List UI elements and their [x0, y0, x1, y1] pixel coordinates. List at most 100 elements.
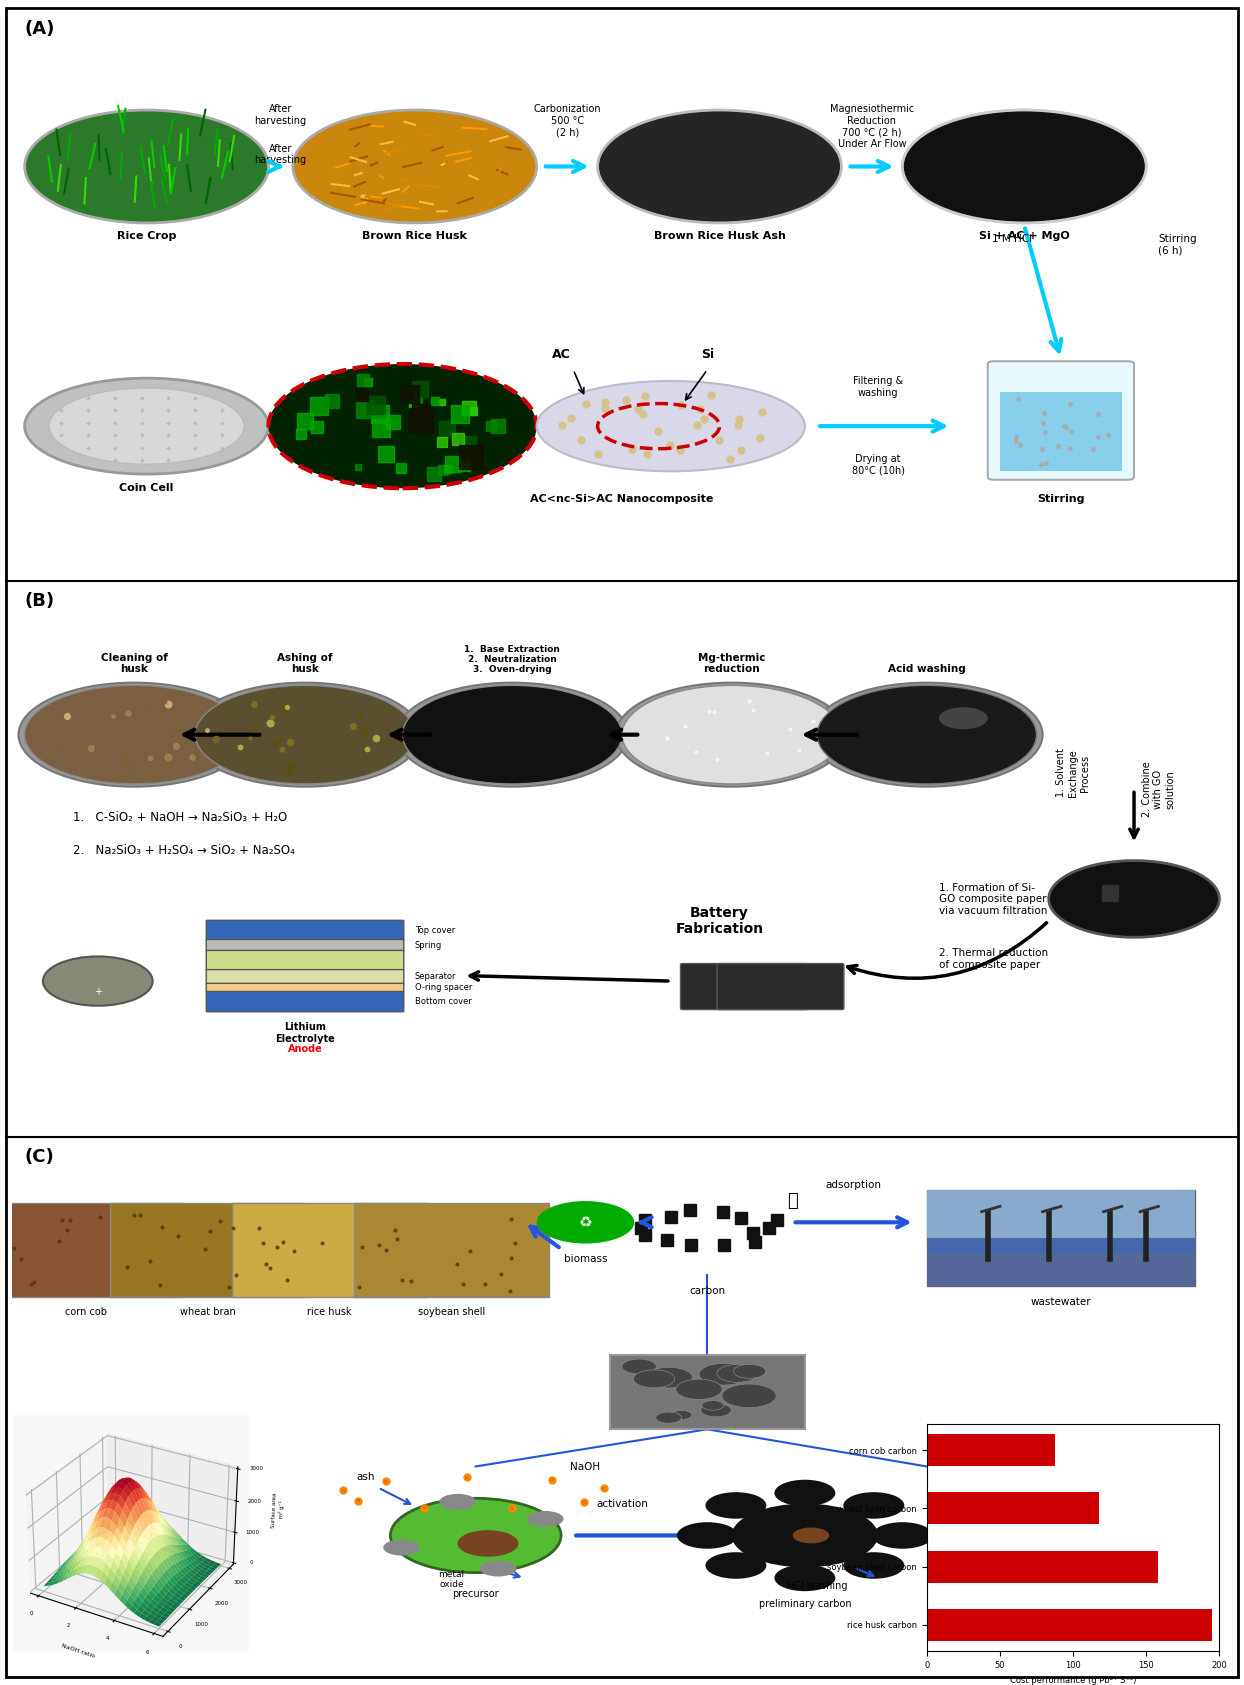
Text: wastewater: wastewater	[1030, 1297, 1091, 1306]
Circle shape	[622, 686, 841, 784]
Bar	[1000, 393, 1122, 472]
Text: Brown Rice Husk Ash: Brown Rice Husk Ash	[653, 231, 785, 241]
Circle shape	[734, 1365, 766, 1378]
FancyBboxPatch shape	[717, 964, 843, 1009]
Text: preliminary carbon: preliminary carbon	[759, 1599, 851, 1609]
Text: Bottom cover: Bottom cover	[414, 998, 471, 1006]
Text: biomass: biomass	[564, 1254, 607, 1264]
Circle shape	[189, 682, 420, 787]
Text: o: o	[550, 1478, 554, 1483]
Circle shape	[902, 110, 1146, 222]
Text: Si: Si	[700, 349, 714, 361]
Circle shape	[705, 1493, 766, 1518]
Circle shape	[480, 1560, 516, 1577]
FancyBboxPatch shape	[207, 991, 404, 1011]
Text: o: o	[465, 1474, 468, 1479]
Text: Filtering &
washing: Filtering & washing	[853, 376, 903, 398]
Text: 1 M HCl: 1 M HCl	[991, 234, 1033, 244]
Text: Cleaning of
husk: Cleaning of husk	[101, 652, 168, 674]
Circle shape	[702, 1400, 724, 1410]
Text: Brown Rice Husk: Brown Rice Husk	[362, 231, 468, 241]
Circle shape	[843, 1552, 904, 1579]
Bar	[109, 1203, 305, 1297]
Circle shape	[597, 110, 841, 222]
Text: After
harvesting: After harvesting	[255, 143, 307, 165]
Text: After
harvesting: After harvesting	[255, 104, 307, 126]
Text: wheat bran: wheat bran	[179, 1308, 235, 1318]
Circle shape	[1067, 1490, 1152, 1528]
Text: ♻: ♻	[578, 1215, 592, 1230]
Circle shape	[633, 1370, 674, 1388]
Circle shape	[292, 110, 536, 222]
Text: precursor: precursor	[453, 1589, 499, 1599]
Text: Coin Cell: Coin Cell	[119, 482, 174, 492]
Circle shape	[740, 1390, 770, 1404]
Circle shape	[699, 1363, 749, 1385]
Circle shape	[1061, 1515, 1158, 1557]
Text: Stirring: Stirring	[1037, 494, 1085, 504]
Bar	[0, 1203, 183, 1297]
Text: 💧: 💧	[787, 1191, 799, 1210]
Text: metal
oxide: metal oxide	[438, 1570, 464, 1589]
Bar	[927, 1434, 1055, 1466]
X-axis label: NaOH ratio: NaOH ratio	[61, 1643, 96, 1660]
Circle shape	[1041, 1523, 1071, 1537]
Text: Carbonization
500 °C
(2 h): Carbonization 500 °C (2 h)	[534, 104, 601, 138]
Text: o: o	[602, 1486, 606, 1491]
Bar	[231, 1203, 427, 1297]
Circle shape	[403, 686, 622, 784]
Ellipse shape	[536, 381, 805, 472]
Circle shape	[1024, 1498, 1110, 1535]
Text: Top cover: Top cover	[414, 927, 455, 935]
Bar	[927, 1609, 1212, 1641]
Text: (A): (A)	[25, 20, 55, 37]
Circle shape	[671, 1410, 692, 1420]
Circle shape	[1110, 1498, 1195, 1535]
Circle shape	[622, 1360, 657, 1373]
Text: +: +	[93, 987, 102, 998]
Text: 1.  Base Extraction
2.  Neutralization
3.  Oven-drying: 1. Base Extraction 2. Neutralization 3. …	[464, 645, 560, 674]
Circle shape	[1067, 1543, 1152, 1581]
Circle shape	[1128, 1516, 1213, 1554]
Bar	[927, 1190, 1195, 1286]
Circle shape	[42, 957, 153, 1006]
Text: (B): (B)	[25, 591, 55, 610]
Circle shape	[705, 1552, 766, 1579]
Text: Mg-thermic
reduction: Mg-thermic reduction	[698, 652, 765, 674]
Circle shape	[817, 686, 1036, 784]
Text: adsorption: adsorption	[826, 1181, 882, 1190]
Text: O-ring spacer: O-ring spacer	[414, 984, 473, 992]
Circle shape	[921, 118, 1128, 214]
Bar	[927, 1190, 1195, 1238]
Circle shape	[872, 1522, 933, 1549]
Circle shape	[774, 1565, 835, 1591]
Circle shape	[1131, 1547, 1161, 1560]
Circle shape	[675, 1378, 723, 1400]
Text: 1. Formation of Si-
GO composite paper
via vacuum filtration: 1. Formation of Si- GO composite paper v…	[939, 883, 1047, 915]
Bar	[927, 1493, 1100, 1525]
Text: Spring: Spring	[414, 940, 442, 950]
Circle shape	[25, 686, 244, 784]
Circle shape	[656, 1412, 682, 1424]
Bar	[927, 1550, 1158, 1582]
FancyBboxPatch shape	[207, 920, 404, 940]
Circle shape	[792, 1528, 830, 1543]
Circle shape	[811, 682, 1042, 787]
Circle shape	[269, 364, 536, 489]
Text: (C): (C)	[25, 1147, 55, 1166]
Text: soybean shell: soybean shell	[418, 1308, 485, 1318]
X-axis label: Cost performance (g Pb²⁺ S⁻¹): Cost performance (g Pb²⁺ S⁻¹)	[1010, 1675, 1136, 1685]
Text: 2. Thermal reduction
of composite paper: 2. Thermal reduction of composite paper	[939, 949, 1049, 971]
Text: Anode: Anode	[287, 1045, 322, 1055]
Text: 1. Solvent
Exchange
Process: 1. Solvent Exchange Process	[1056, 748, 1090, 797]
Ellipse shape	[49, 388, 244, 465]
FancyBboxPatch shape	[207, 984, 404, 992]
Text: Battery
Fabrication: Battery Fabrication	[675, 907, 764, 935]
Text: Magnesiothermic
Reduction
700 °C (2 h)
Under Ar Flow: Magnesiothermic Reduction 700 °C (2 h) U…	[830, 104, 914, 150]
FancyBboxPatch shape	[680, 964, 807, 1009]
Circle shape	[397, 682, 628, 787]
Text: Drying at
80°C (10h): Drying at 80°C (10h)	[851, 455, 904, 475]
Text: o: o	[510, 1506, 514, 1511]
FancyBboxPatch shape	[988, 361, 1135, 480]
Circle shape	[700, 1404, 731, 1417]
